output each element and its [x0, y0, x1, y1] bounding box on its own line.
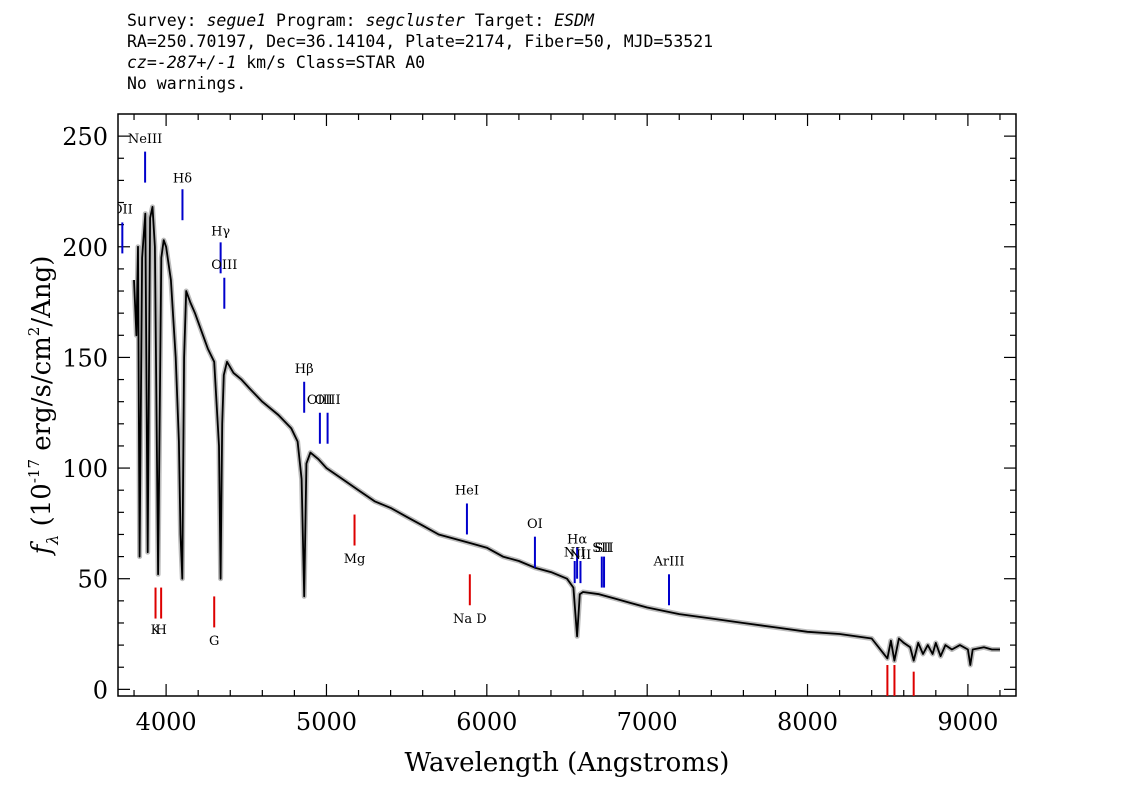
emission-line-label: NII — [564, 546, 586, 561]
absorption-line-label: Mg — [344, 552, 366, 567]
y-tick-label: 0 — [93, 676, 108, 704]
y-tick-label: 150 — [62, 344, 108, 372]
header-line-survey: Survey: segue1 Program: segcluster Targe… — [127, 10, 1027, 31]
class-label: Class=STAR A0 — [295, 53, 426, 72]
emission-line-label: OIII — [211, 258, 237, 273]
program-value: segcluster — [365, 11, 465, 30]
y-tick-label: 250 — [62, 123, 108, 151]
x-axis-title: Wavelength (Angstroms) — [405, 748, 730, 778]
emission-line-label: OIII — [315, 393, 341, 408]
x-tick-labels: 4000 5000 6000 7000 8000 9000 — [136, 708, 999, 736]
y-axis-part-1: (10 — [27, 483, 57, 535]
cz-value: -287+/-1 — [156, 53, 237, 72]
y-tick-label: 100 — [62, 455, 108, 483]
x-tick-label: 4000 — [136, 708, 197, 736]
axis-ticks — [118, 114, 1016, 696]
y-axis-tail: /Ang) — [27, 256, 57, 327]
y-tick-label: 50 — [77, 566, 108, 594]
emission-line-label: Hδ — [173, 172, 192, 187]
absorption-line-label: H — [155, 623, 166, 638]
absorption-line-label: Na D — [453, 612, 487, 627]
survey-label: Survey: — [127, 11, 197, 30]
absorption-line-markers: Mg Na D KH G — [151, 514, 915, 696]
emission-line-label: Hγ — [211, 225, 230, 240]
header-line-coordinates: RA=250.70197, Dec=36.14104, Plate=2174, … — [127, 32, 714, 51]
header-line-warnings: No warnings. — [127, 74, 247, 93]
target-value: ESDM — [554, 11, 594, 30]
absorption-line-label: K — [151, 623, 161, 638]
absorption-line-label: G — [209, 634, 219, 649]
x-tick-label: 5000 — [296, 708, 357, 736]
y-tick-label: 200 — [62, 234, 108, 262]
y-axis-exponent-2: 2 — [25, 327, 43, 337]
x-tick-label: 8000 — [777, 708, 838, 736]
y-axis-exponent: -17 — [25, 459, 43, 483]
y-axis-units: erg/s/cm — [27, 336, 57, 459]
plot-frame — [117, 113, 1017, 697]
x-tick-label: 7000 — [617, 708, 678, 736]
x-tick-label: 6000 — [456, 708, 517, 736]
header-line-redshift: cz=-287+/-1 km/s Class=STAR A0 — [127, 52, 1027, 73]
emission-line-label: NII — [570, 548, 592, 563]
emission-line-label: Hα — [567, 532, 587, 547]
emission-line-label: ArIII — [652, 554, 684, 569]
survey-value: segue1 — [206, 11, 267, 30]
emission-line-label: OI — [527, 517, 543, 532]
emission-line-label: SII — [592, 541, 611, 556]
emission-line-label: NeIII — [128, 132, 162, 147]
emission-line-label: HeI — [455, 484, 479, 499]
emission-line-label: OIII — [307, 393, 333, 408]
y-axis-title: fλ (10-17 erg/s/cm2/Ang) — [25, 256, 62, 557]
program-label: Program: — [276, 11, 356, 30]
spectrum-line — [133, 206, 1000, 666]
emission-line-label: OII — [112, 203, 133, 218]
error-band — [131, 204, 1000, 668]
emission-line-label: SII — [594, 541, 613, 556]
emission-line-label: Hβ — [295, 362, 314, 377]
cz-label: cz= — [127, 53, 157, 72]
y-axis-subscript: λ — [43, 535, 62, 546]
target-label: Target: — [474, 11, 545, 30]
x-tick-label: 9000 — [937, 708, 998, 736]
spectrum-header: Survey: segue1 Program: segcluster Targe… — [127, 10, 1027, 94]
cz-unit: km/s — [246, 53, 286, 72]
y-tick-labels: 0 50 100 150 200 250 — [62, 123, 108, 704]
